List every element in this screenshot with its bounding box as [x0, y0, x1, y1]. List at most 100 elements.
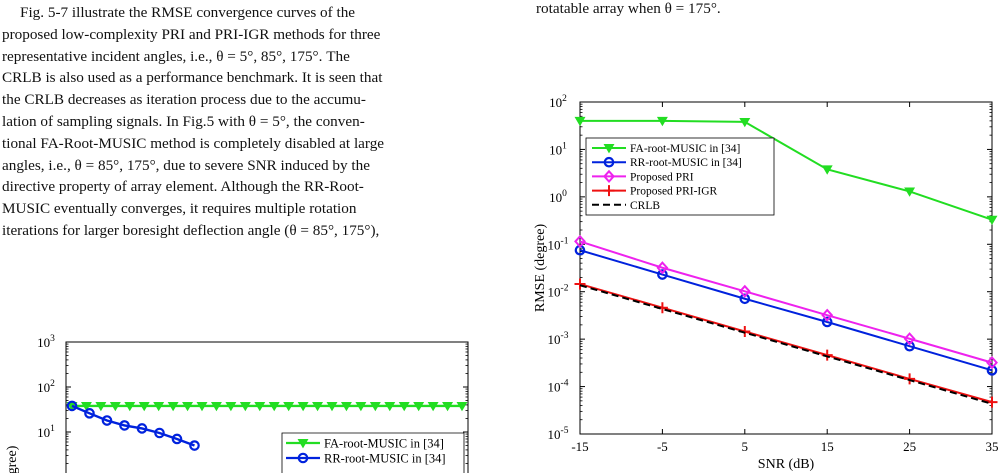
y-tick-label: 102: [549, 94, 567, 110]
triangle-marker: [239, 401, 251, 412]
triangle-marker: [95, 401, 107, 412]
triangle-marker: [384, 401, 396, 412]
triangle-marker: [283, 401, 295, 412]
triangle-marker: [138, 401, 150, 412]
triangle-marker: [603, 144, 615, 154]
y-tick-label: 102: [37, 379, 55, 395]
y-tick-label: 10-4: [548, 379, 569, 395]
triangle-marker: [196, 401, 208, 412]
legend-label: FA-root-MUSIC in [34]: [324, 437, 444, 451]
circle-marker: [821, 316, 833, 328]
figure-caption-tail: rotatable array when θ = 175°.: [536, 0, 721, 17]
triangle-marker: [398, 401, 410, 412]
series-line: [579, 284, 993, 405]
left-text-column: Fig. 5-7 illustrate the RMSE convergence…: [2, 2, 496, 242]
diamond-marker: [738, 284, 751, 298]
diamond-marker: [574, 234, 586, 249]
text-line: the CRLB decreases as iteration process …: [2, 91, 366, 109]
circle-marker: [119, 420, 130, 431]
triangle-marker: [340, 401, 352, 412]
y-tick-label: 103: [37, 334, 55, 350]
y-tick-label: 10-2: [548, 284, 569, 300]
triangle-marker: [369, 401, 381, 412]
series-line: [71, 404, 195, 447]
triangle-marker: [210, 401, 222, 412]
body-paragraph: Fig. 5-7 illustrate the RMSE convergence…: [2, 2, 496, 242]
second-chart-series: [66, 400, 468, 451]
x-tick-label: 25: [903, 439, 916, 454]
triangle-marker: [986, 215, 998, 226]
y-axis-label: gree): [5, 445, 20, 473]
triangle-marker: [904, 187, 916, 197]
y-tick-label: 101: [549, 141, 567, 157]
legend-label: Proposed PRI-IGR: [630, 186, 718, 198]
triangle-marker: [297, 401, 309, 412]
triangle-marker: [312, 401, 324, 412]
text-line: representative incident angles, i.e., θ …: [2, 47, 350, 65]
triangle-marker: [109, 401, 121, 412]
circle-marker: [84, 408, 95, 419]
rmse-vs-snr-chart: -15 -5 5 15 25 35 10-5 10-4 10-3 10-2 10-1 100 101 10…: [533, 94, 999, 472]
circle-marker: [189, 440, 200, 451]
x-tick-label: 5: [742, 439, 749, 454]
legend-label: FA-root-MUSIC in [34]: [630, 143, 740, 155]
y-tick-label: 10-5: [548, 426, 569, 442]
y-tick-label: 10-1: [548, 236, 569, 252]
triangle-marker: [124, 401, 136, 412]
diamond-marker: [656, 261, 669, 275]
main-chart-legend: FA-root-MUSIC in [34] RR-root-MUSIC in [3…: [585, 137, 775, 216]
y-tick-label: 100: [549, 189, 567, 205]
diamond-marker: [903, 332, 916, 346]
plus-marker: [574, 278, 586, 290]
text-line: iterations for larger boresight deflecti…: [2, 221, 380, 239]
series-line: [580, 119, 993, 221]
triangle-marker: [153, 401, 165, 412]
series-line: [579, 283, 993, 404]
text-line: proposed low-complexity PRI and PRI-IGR …: [2, 25, 381, 43]
second-chart-axes: 103 102 101 gree): [5, 334, 469, 473]
text-line: CRLB is also used as a performance bench…: [2, 69, 383, 87]
triangle-marker: [225, 401, 237, 412]
text-line: lation of sampling signals. In Fig.5 wit…: [2, 112, 365, 130]
triangle-marker: [326, 401, 338, 412]
legend-label: Proposed PRI: [630, 171, 694, 183]
legend-label: RR-root-MUSIC in [34]: [324, 452, 446, 466]
circle-marker: [657, 269, 668, 280]
text-line: angles, i.e., θ = 85°, 175°, due to seve…: [2, 156, 370, 174]
text-line: directive property of array element. Alt…: [2, 178, 364, 196]
triangle-marker: [355, 401, 367, 412]
diamond-marker: [603, 169, 615, 183]
plot-frame: [579, 101, 993, 435]
circle-marker: [136, 423, 148, 434]
triangle-marker: [268, 401, 280, 412]
legend-label: CRLB: [630, 200, 660, 212]
triangle-marker: [656, 116, 668, 127]
triangle-marker: [442, 401, 454, 412]
circle-marker: [739, 293, 751, 305]
circle-marker: [154, 427, 165, 439]
y-tick-label: 101: [37, 424, 55, 440]
plus-marker: [603, 185, 615, 197]
triangle-marker: [182, 401, 194, 412]
series-line: [579, 240, 993, 364]
diamond-marker: [821, 308, 834, 322]
triangle-marker: [821, 165, 833, 175]
triangle-marker: [456, 401, 468, 412]
main-chart-series: [574, 116, 998, 408]
circle-marker: [904, 340, 915, 352]
circle-marker: [986, 365, 998, 376]
x-tick-label: 35: [986, 439, 999, 454]
triangle-marker: [80, 401, 92, 412]
second-chart-partial: 103 102 101 gree) FA-root-MUSIC in [34]RR-r…: [5, 334, 469, 473]
diamond-marker: [986, 356, 998, 370]
circle-marker: [297, 452, 309, 464]
triangle-marker: [297, 439, 309, 449]
y-axis-label: RMSE (degree): [533, 224, 548, 313]
x-axis-label: SNR (dB): [758, 457, 815, 472]
triangle-marker: [574, 116, 586, 127]
circle-marker: [171, 433, 183, 445]
triangle-marker: [254, 401, 266, 412]
legend-label: RR-root-MUSIC in [34]: [630, 157, 742, 169]
y-tick-label: 10-3: [548, 331, 569, 347]
plus-marker: [904, 373, 916, 385]
